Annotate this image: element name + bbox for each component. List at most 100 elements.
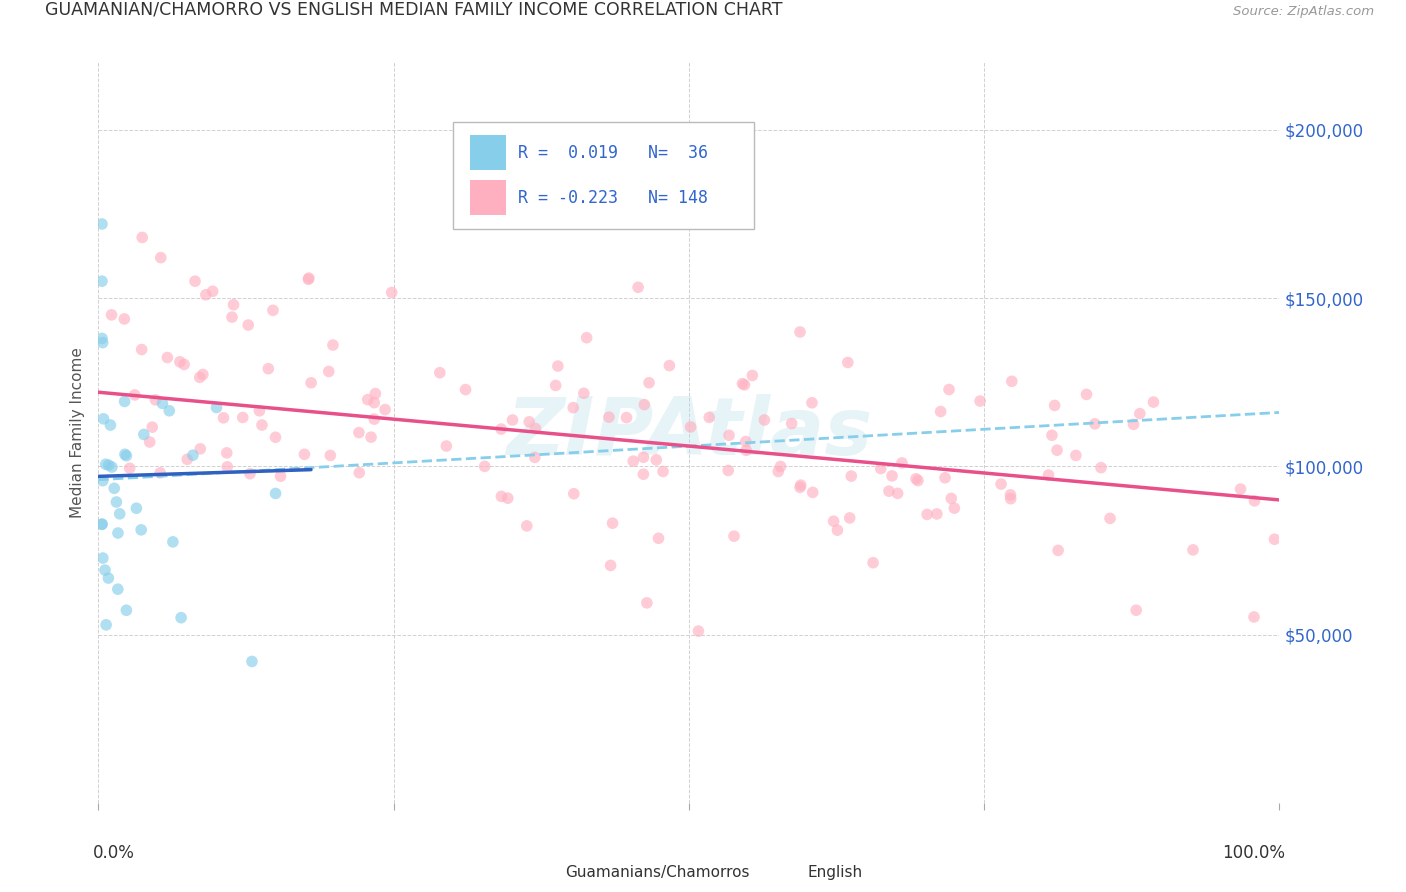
Point	[1098, 511, 1121, 525]
Point	[162, 534, 184, 549]
FancyBboxPatch shape	[471, 135, 506, 170]
Point	[633, 398, 655, 412]
Point	[1000, 488, 1022, 502]
Point	[572, 386, 595, 401]
Point	[97, 571, 120, 585]
Point	[250, 417, 273, 432]
FancyBboxPatch shape	[471, 180, 506, 215]
Point	[904, 472, 927, 486]
Point	[294, 447, 316, 461]
Point	[837, 355, 859, 369]
Point	[731, 376, 754, 391]
Point	[1001, 374, 1024, 388]
Point	[915, 508, 938, 522]
Point	[633, 467, 655, 482]
Text: R =  0.019   N=  36: R = 0.019 N= 36	[517, 144, 707, 161]
Point	[769, 459, 792, 474]
Point	[647, 531, 669, 545]
Point	[181, 448, 204, 462]
Point	[100, 308, 122, 322]
Point	[562, 487, 585, 501]
Text: Guamanians/Chamorros: Guamanians/Chamorros	[565, 865, 749, 880]
Point	[827, 523, 849, 537]
Point	[990, 477, 1012, 491]
Point	[1122, 417, 1144, 432]
Point	[679, 420, 702, 434]
Point	[125, 501, 148, 516]
Point	[523, 450, 546, 465]
Point	[1229, 482, 1251, 496]
Y-axis label: Median Family Income: Median Family Income	[69, 347, 84, 518]
Point	[115, 603, 138, 617]
Point	[222, 298, 245, 312]
Point	[717, 463, 740, 477]
Point	[638, 376, 661, 390]
Point	[880, 468, 903, 483]
Point	[299, 376, 322, 390]
Text: ZIPAtlas: ZIPAtlas	[506, 393, 872, 472]
Point	[645, 453, 668, 467]
Point	[381, 285, 404, 300]
Point	[169, 355, 191, 369]
Point	[1243, 494, 1265, 508]
Point	[93, 412, 115, 426]
Point	[616, 410, 638, 425]
Point	[934, 471, 956, 485]
Point	[602, 516, 624, 531]
Point	[599, 558, 621, 573]
Point	[124, 388, 146, 402]
Point	[862, 556, 884, 570]
Point	[877, 484, 900, 499]
Point	[298, 271, 321, 285]
Point	[547, 359, 569, 373]
Point	[114, 447, 136, 461]
Point	[319, 449, 342, 463]
Point	[363, 395, 385, 409]
Point	[688, 624, 710, 639]
Point	[112, 312, 135, 326]
Point	[754, 413, 776, 427]
Point	[170, 610, 193, 624]
Point	[723, 529, 745, 543]
Point	[636, 596, 658, 610]
Point	[108, 507, 131, 521]
Point	[621, 454, 644, 468]
Point	[363, 412, 385, 426]
Point	[94, 457, 117, 471]
Point	[217, 459, 239, 474]
Point	[1243, 610, 1265, 624]
Point	[364, 386, 387, 401]
Point	[941, 491, 963, 506]
Point	[215, 446, 238, 460]
Point	[517, 415, 540, 429]
Point	[1129, 407, 1152, 421]
Point	[1142, 395, 1164, 409]
Point	[322, 338, 344, 352]
Point	[1263, 533, 1285, 547]
Point	[239, 467, 262, 481]
Point	[929, 404, 952, 418]
Text: R = -0.223   N= 148: R = -0.223 N= 148	[517, 188, 707, 207]
Point	[205, 401, 228, 415]
Point	[173, 358, 195, 372]
Point	[1040, 428, 1063, 442]
Point	[141, 420, 163, 434]
Point	[496, 491, 519, 506]
Point	[823, 514, 845, 528]
Point	[575, 331, 598, 345]
Point	[790, 478, 813, 492]
Point	[598, 410, 620, 425]
Point	[101, 460, 124, 475]
Point	[839, 469, 862, 483]
Point	[149, 466, 172, 480]
Text: 100.0%: 100.0%	[1222, 844, 1285, 862]
Point	[891, 456, 914, 470]
Point	[100, 418, 122, 433]
Point	[138, 435, 160, 450]
Point	[1047, 543, 1070, 558]
Point	[118, 461, 141, 475]
Point	[94, 563, 117, 577]
Point	[633, 450, 655, 465]
Point	[188, 442, 211, 456]
Point	[240, 655, 263, 669]
